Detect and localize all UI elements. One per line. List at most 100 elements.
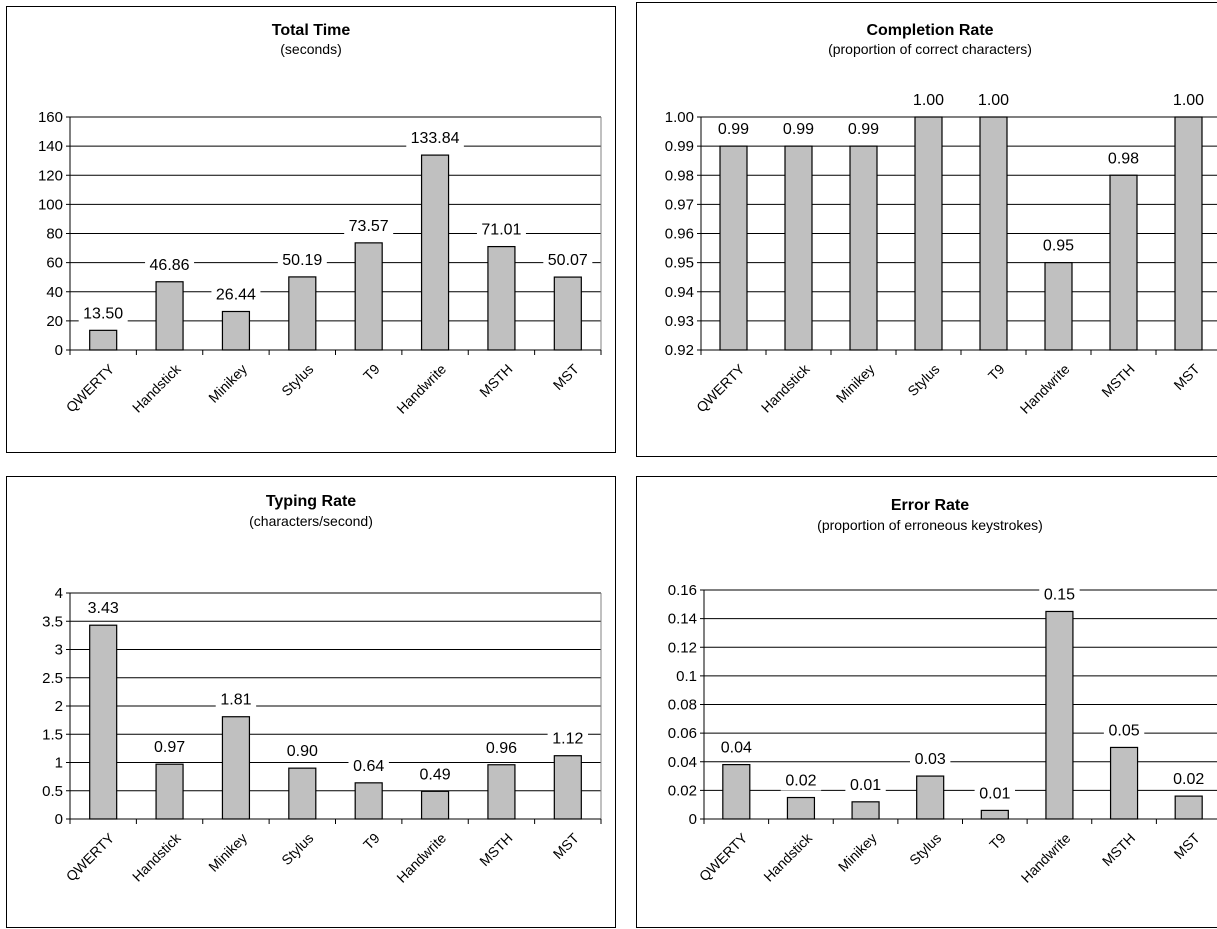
x-tick-label: Minikey xyxy=(205,361,250,406)
bar xyxy=(354,782,383,820)
y-tick-label: 0.97 xyxy=(665,196,694,213)
y-tick-label: 2.5 xyxy=(42,670,63,687)
data-label-bg xyxy=(344,216,394,236)
data-label-bg xyxy=(780,771,822,791)
y-tick-label: 3.5 xyxy=(42,613,63,630)
chart-subtitle: (proportion of erroneous keystrokes) xyxy=(817,517,1043,533)
bar xyxy=(914,116,943,351)
y-tick-label: 1 xyxy=(55,755,63,772)
bar xyxy=(784,145,813,351)
y-tick-label: 0.02 xyxy=(668,782,697,799)
data-label: 1.00 xyxy=(978,92,1009,109)
bar xyxy=(553,276,582,351)
data-label: 0.95 xyxy=(1043,238,1074,255)
x-tick-label: T9 xyxy=(360,361,383,384)
bar xyxy=(1174,795,1203,820)
chart-subtitle: (proportion of correct characters) xyxy=(828,41,1032,57)
y-tick-label: 0.98 xyxy=(665,167,694,184)
data-label: 3.43 xyxy=(88,600,119,617)
bar xyxy=(288,767,317,820)
data-label: 0.15 xyxy=(1044,586,1075,603)
x-tick-label: Minikey xyxy=(833,361,878,406)
x-tick-label: Minikey xyxy=(835,830,880,875)
data-label: 50.19 xyxy=(282,252,322,269)
x-tick-label: Handwrite xyxy=(1017,361,1073,417)
x-tick-label: Minikey xyxy=(205,830,250,875)
data-label-bg xyxy=(82,599,124,619)
chart-title: Error Rate xyxy=(890,497,970,514)
data-label: 0.01 xyxy=(979,785,1010,802)
data-label-bg xyxy=(713,120,754,140)
y-tick-label: 0.08 xyxy=(668,697,697,714)
data-label: 50.07 xyxy=(548,252,588,269)
x-tick-label: Handstick xyxy=(758,360,813,415)
bar xyxy=(1174,116,1203,351)
y-tick-label: 0.93 xyxy=(665,313,694,330)
bar xyxy=(487,245,516,351)
bar xyxy=(849,145,878,351)
x-tick-label: T9 xyxy=(360,830,383,853)
bar xyxy=(155,281,184,351)
bar xyxy=(221,310,251,351)
data-label: 0.02 xyxy=(785,773,816,790)
bar xyxy=(1045,610,1074,820)
bar xyxy=(420,154,450,351)
y-tick-label: 0.12 xyxy=(668,639,697,656)
x-tick-label: T9 xyxy=(986,830,1009,853)
y-tick-label: 2 xyxy=(55,698,63,715)
data-label: 0.99 xyxy=(848,121,879,138)
y-tick-label: 0.92 xyxy=(665,342,694,359)
data-label-bg xyxy=(1038,236,1079,256)
data-label: 0.04 xyxy=(721,740,752,757)
bar xyxy=(979,116,1008,351)
data-label-bg xyxy=(476,220,526,240)
bar xyxy=(89,329,118,351)
data-label-bg xyxy=(414,765,456,785)
y-tick-label: 160 xyxy=(38,109,63,126)
y-tick-label: 0.1 xyxy=(676,668,697,685)
y-tick-label: 120 xyxy=(38,167,63,184)
y-tick-label: 1.5 xyxy=(42,726,63,743)
data-label: 1.00 xyxy=(913,92,944,109)
data-label: 1.81 xyxy=(220,692,251,709)
data-label-bg xyxy=(1168,91,1209,110)
bar xyxy=(786,796,816,820)
data-label: 1.12 xyxy=(552,731,583,748)
data-label-bg xyxy=(845,775,886,795)
x-tick-label: MSTH xyxy=(476,361,515,400)
x-tick-label: MST xyxy=(1170,360,1203,393)
chart-title: Total Time xyxy=(271,22,351,39)
y-tick-label: 4 xyxy=(55,585,63,602)
chart-subtitle: (seconds) xyxy=(280,41,342,57)
data-label-bg xyxy=(778,120,819,140)
y-tick-label: 0.04 xyxy=(668,754,697,771)
data-label: 0.03 xyxy=(915,751,946,768)
data-label: 0.98 xyxy=(1108,150,1139,167)
x-tick-label: QWERTY xyxy=(696,829,751,884)
chart-panel-completion-rate: Completion Rate (proportion of correct c… xyxy=(636,2,1217,457)
data-label: 133.84 xyxy=(411,130,460,147)
data-label-bg xyxy=(481,738,522,758)
data-label-bg xyxy=(348,756,389,776)
y-tick-label: 0.94 xyxy=(665,284,694,301)
y-tick-label: 0 xyxy=(55,342,63,359)
data-label: 0.99 xyxy=(783,121,814,138)
y-tick-label: 0.96 xyxy=(665,226,694,243)
data-label-bg xyxy=(145,255,195,275)
data-label-bg xyxy=(909,750,951,770)
x-tick-label: MSTH xyxy=(1099,830,1138,869)
x-tick-label: MSTH xyxy=(476,830,515,869)
data-label: 0.02 xyxy=(1173,771,1204,788)
data-label-bg xyxy=(78,304,128,324)
x-tick-label: Handwrite xyxy=(1018,830,1074,886)
y-tick-label: 0.99 xyxy=(665,138,694,155)
x-tick-label: Handwrite xyxy=(393,830,449,886)
data-label: 0.90 xyxy=(287,743,318,760)
data-label-bg xyxy=(543,251,593,271)
x-tick-label: Stylus xyxy=(904,361,942,399)
data-label-bg xyxy=(1103,149,1144,169)
chart-panel-error-rate: Error Rate (proportion of erroneous keys… xyxy=(636,476,1217,928)
data-label: 26.44 xyxy=(216,286,256,303)
y-tick-label: 0.06 xyxy=(668,725,697,742)
data-label-bg xyxy=(1103,721,1145,741)
